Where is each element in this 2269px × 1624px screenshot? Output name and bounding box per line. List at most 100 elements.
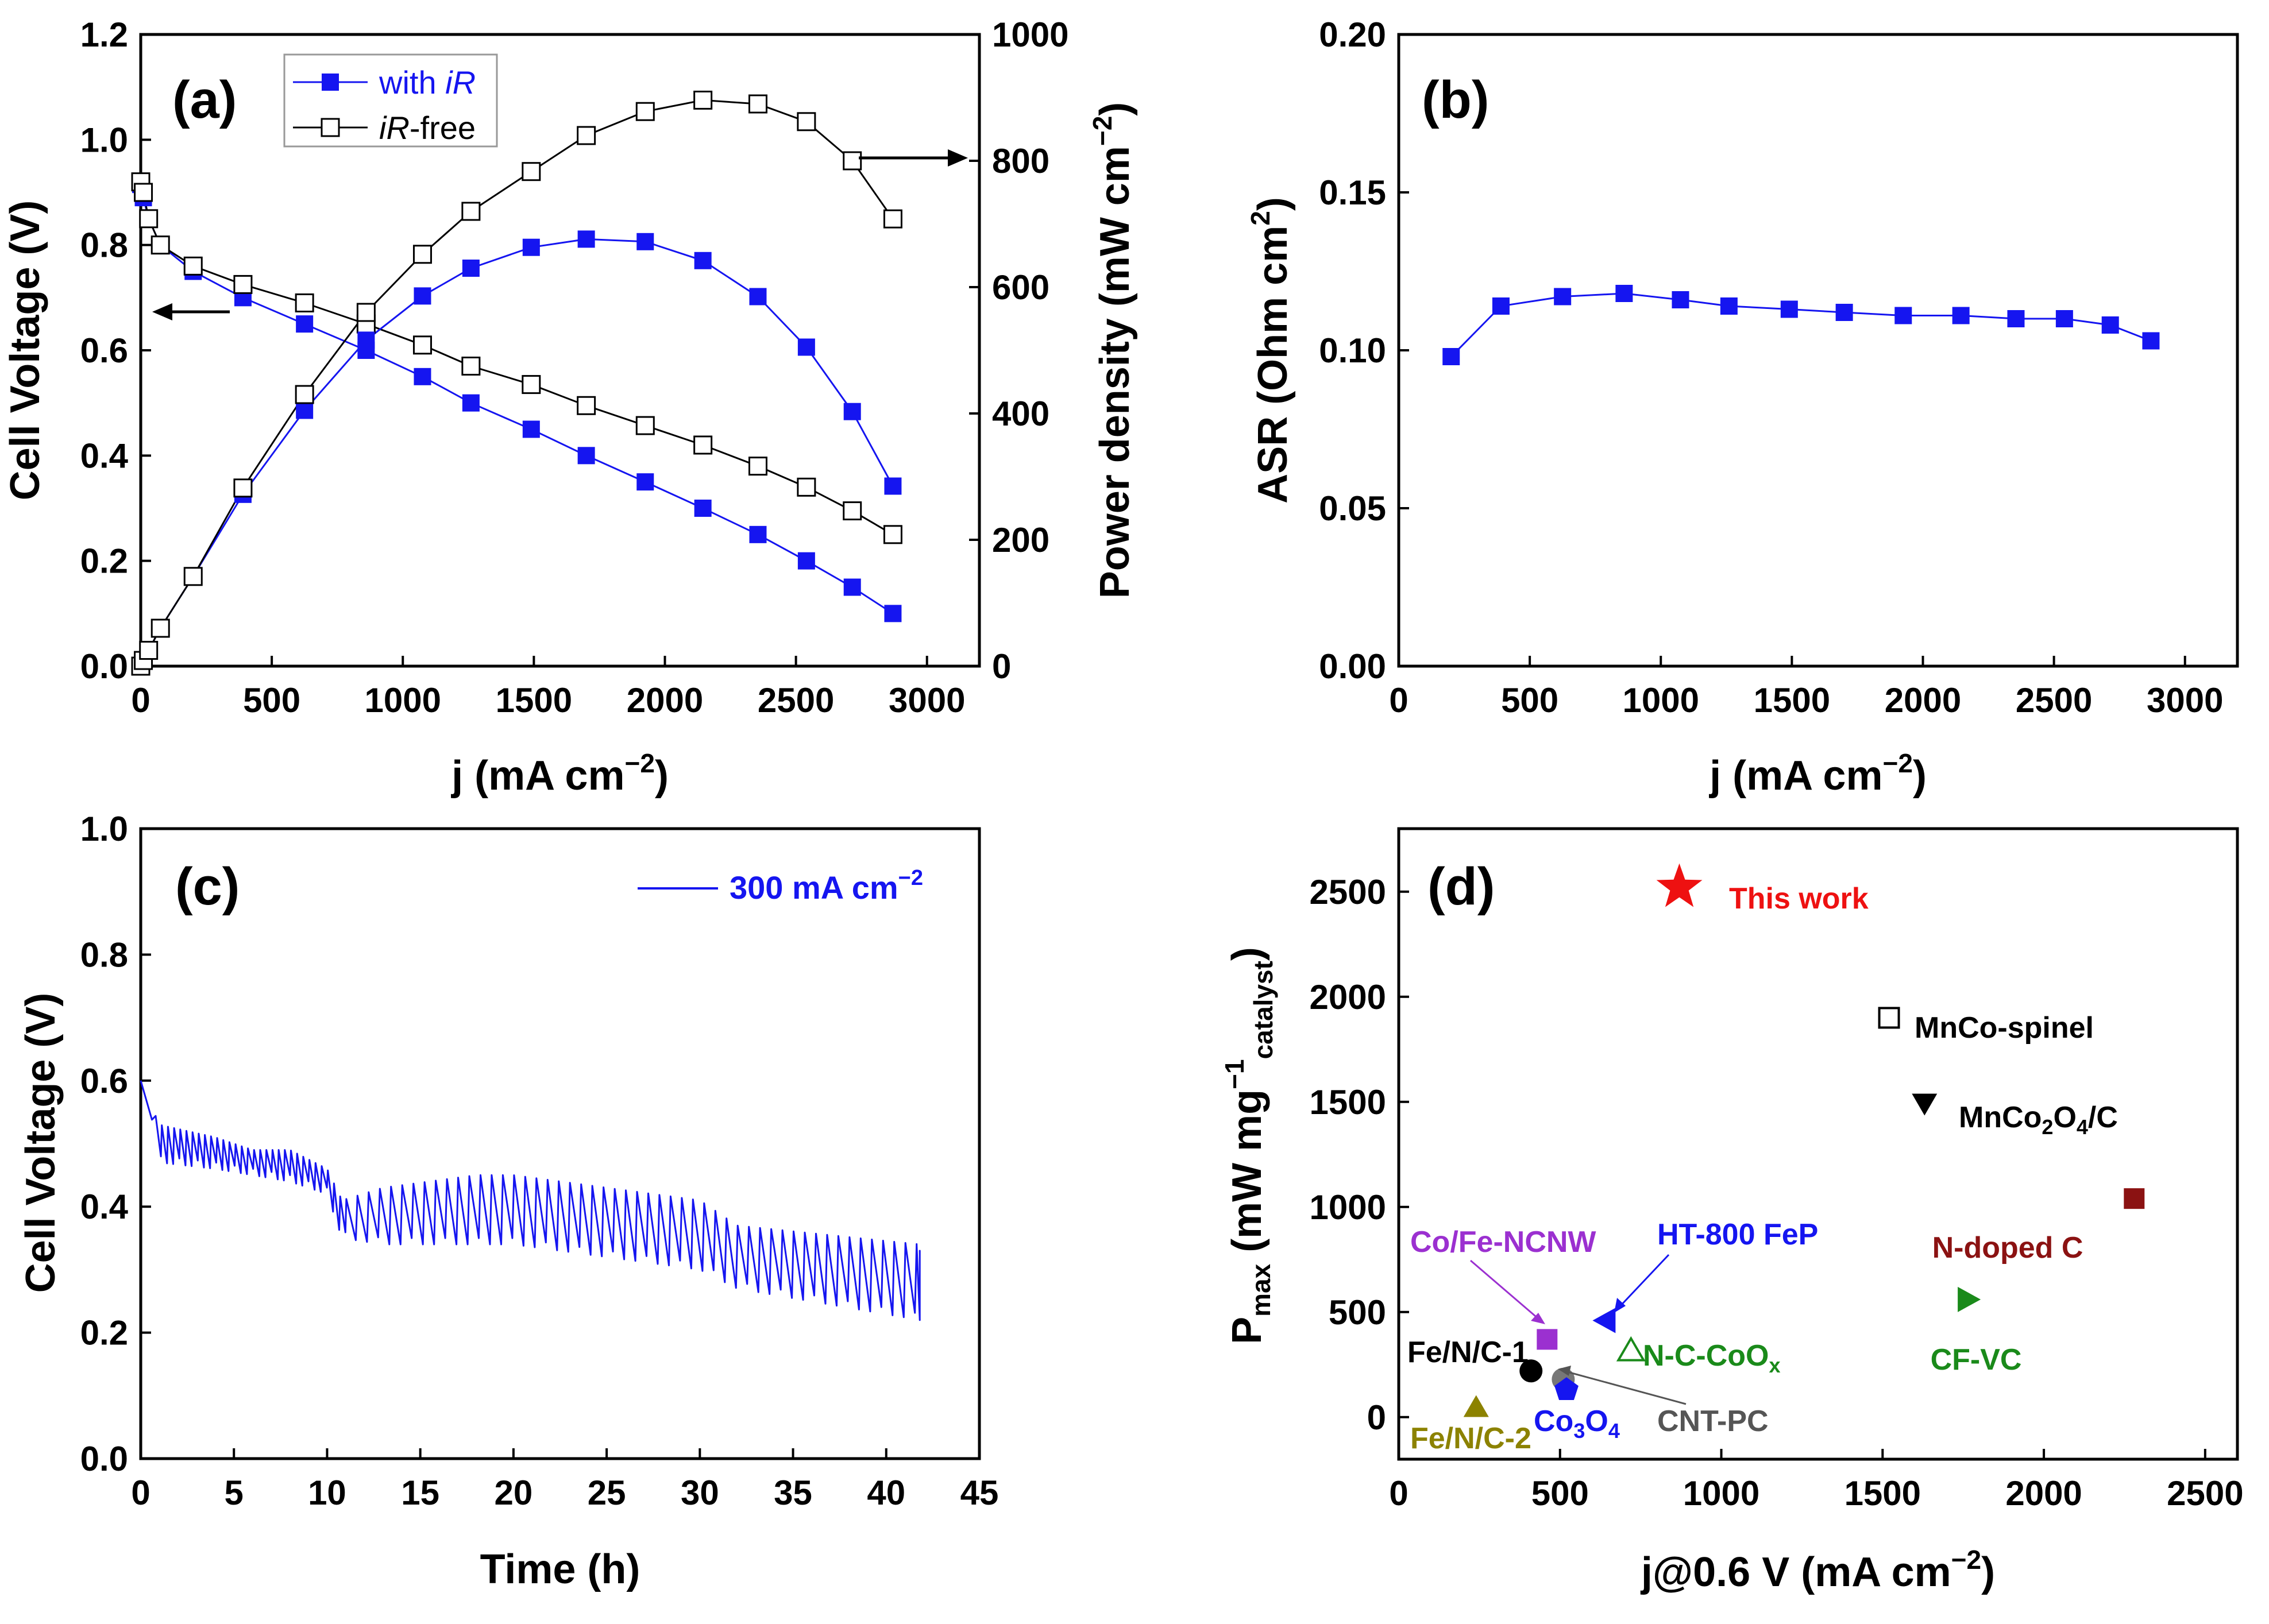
data-point: [1672, 291, 1689, 308]
panel-a-markers: [131, 90, 902, 676]
x-tick-label: 0: [131, 681, 150, 720]
data-point: [414, 287, 431, 305]
y-tick-label: 0.8: [80, 226, 128, 265]
panel-b: 0 500 1000 1500 2000 2500 3000 0.00 0.05 0.10 0.1…: [1245, 16, 2239, 799]
x-tick-label: 3000: [889, 681, 965, 720]
panel-d-x-axis-label: j@0.6 V (mA cm−2): [1640, 1545, 1995, 1595]
y-tick-label: 0.6: [80, 331, 128, 370]
legend-entry-with-ir: with iR: [379, 64, 476, 100]
point-ht-800-fep: [1592, 1308, 1616, 1333]
y-tick-label: 0.4: [80, 436, 129, 475]
data-point: [412, 335, 432, 355]
label-co3o4: Co3O4: [1534, 1405, 1620, 1443]
data-point: [694, 500, 712, 517]
panel-c-lines: [140, 1080, 921, 1321]
panel-c-x-ticks: 0 5 10 15 20 25 30 35 40 45: [131, 1448, 998, 1512]
leader-co-fe-ncnw: [1470, 1259, 1540, 1321]
y-tick-label: 1000: [1310, 1188, 1386, 1227]
y2-tick-label: 1000: [992, 16, 1068, 54]
data-point: [2007, 310, 2025, 327]
data-point: [1720, 297, 1738, 315]
x-tick-label: 2500: [2016, 681, 2092, 720]
data-point: [296, 315, 314, 333]
data-point: [1894, 307, 1912, 324]
legend-marker-ir-free: [321, 118, 340, 137]
panel-c-x-axis-label: Time (h): [480, 1546, 640, 1592]
data-point: [462, 260, 480, 277]
data-point: [577, 396, 596, 415]
y-tick-label: 0.2: [80, 542, 128, 581]
data-point: [233, 274, 253, 294]
data-point: [183, 256, 203, 276]
panel-d-x-ticks: 0 500 1000 1500 2000 2500: [1389, 1449, 2244, 1513]
x-tick-label: 45: [960, 1474, 999, 1512]
x-tick-label: 1000: [1623, 681, 1699, 720]
leader-ht-800-fep: [1619, 1254, 1670, 1308]
data-point: [295, 293, 314, 312]
label-co-fe-ncnw: Co/Fe-NCNW: [1410, 1225, 1596, 1259]
data-point: [233, 478, 253, 498]
data-point: [151, 618, 170, 638]
y-tick-label: 2000: [1310, 978, 1386, 1016]
x-tick-label: 1500: [496, 681, 572, 720]
y-tick-label: 1500: [1310, 1083, 1386, 1122]
y-tick-label: 500: [1329, 1293, 1386, 1332]
voltage-trace: [140, 1080, 921, 1321]
point-fe-n-c-2: [1463, 1395, 1489, 1417]
panel-d-leader-lines: [1470, 1254, 1687, 1405]
data-point: [412, 245, 432, 264]
panel-a-y2-axis-label: Power density (mW cm−2): [1087, 102, 1138, 599]
y2-tick-label: 0: [992, 647, 1011, 686]
y-tick-label: 0.05: [1319, 489, 1386, 528]
y-tick-label: 0.2: [80, 1314, 128, 1352]
data-point: [843, 151, 862, 171]
panel-b-markers: [1442, 285, 2160, 365]
data-point: [522, 238, 540, 256]
x-tick-label: 15: [401, 1474, 439, 1512]
y2-tick-label: 200: [992, 521, 1049, 559]
data-point: [1780, 300, 1798, 318]
x-tick-label: 2000: [1885, 681, 1961, 720]
data-point: [414, 368, 431, 385]
y-tick-label: 1.0: [80, 121, 128, 159]
data-point: [295, 385, 314, 404]
panel-c: 0 5 10 15 20 25 30 35 40 45 0.0 0.2 0.4 0.6 0.8 1.0 (c…: [18, 810, 998, 1592]
legend-entry-ir-free: iR-free: [379, 110, 476, 146]
panel-a-y-ticks: 0.0 0.2 0.4 0.6 0.8 1.0 1.2: [80, 16, 151, 686]
panel-a-x-axis-label: j (mA cm−2): [450, 748, 669, 799]
x-tick-label: 0: [1389, 1474, 1408, 1513]
data-point: [522, 375, 541, 395]
panel-a-lines: [140, 99, 894, 667]
x-tick-label: 25: [588, 1474, 626, 1512]
x-tick-label: 3000: [2147, 681, 2223, 720]
legend-box: [283, 53, 498, 148]
y-tick-label: 0.8: [80, 935, 128, 974]
point-fe-n-c-1: [1519, 1359, 1543, 1383]
point-n-c-coo: [1616, 1336, 1646, 1362]
x-tick-label: 2500: [758, 681, 834, 720]
series-line-3: [140, 99, 894, 667]
right-axis-arrowhead: [948, 149, 968, 167]
x-tick-label: 1000: [365, 681, 441, 720]
label-n-c-coox: N-C-CoOx: [1643, 1339, 1781, 1377]
panel-b-y-ticks: 0.00 0.05 0.10 0.15 0.20: [1319, 16, 1409, 686]
label-this-work: This work: [1729, 882, 1869, 915]
label-ht-800-fep: HT-800 FeP: [1657, 1218, 1818, 1251]
x-tick-label: 20: [495, 1474, 533, 1512]
y-tick-label: 0: [1367, 1398, 1386, 1437]
point-this-work: [1656, 863, 1703, 907]
label-mnco2o4-c: MnCo2O4/C: [1959, 1101, 2118, 1139]
data-point: [577, 126, 596, 145]
data-point: [693, 435, 713, 455]
data-point: [883, 525, 902, 544]
data-point: [134, 183, 153, 202]
series-line-0: [140, 184, 894, 614]
legend-entry-300: 300 mA cm−2: [730, 866, 923, 906]
label-n-doped-c: N-doped C: [1932, 1231, 2083, 1265]
x-tick-label: 10: [308, 1474, 346, 1512]
data-point: [636, 233, 654, 250]
data-point: [139, 641, 159, 660]
label-cnt-pc: CNT-PC: [1657, 1405, 1769, 1438]
x-tick-label: 0: [1389, 681, 1408, 720]
data-point: [2101, 316, 2119, 334]
